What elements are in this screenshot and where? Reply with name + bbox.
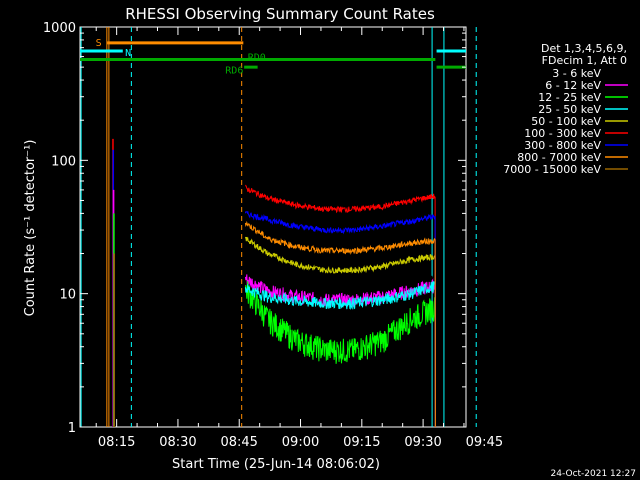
- series-line: [244, 211, 436, 428]
- legend-entry: 12 - 25 keV: [538, 91, 601, 104]
- x-tick-label: 09:00: [282, 435, 319, 450]
- x-tick-label: 08:45: [220, 435, 257, 450]
- flag-label: RD0: [248, 53, 266, 64]
- y-axis-label: Count Rate (s⁻¹ detector⁻¹): [23, 140, 38, 317]
- legend: Det 1,3,4,5,6,9,FDecim 1, Att 03 - 6 keV…: [503, 42, 628, 176]
- series-line: [244, 236, 436, 428]
- legend-entry: 800 - 7000 keV: [517, 151, 601, 164]
- footer-timestamp: 24-Oct-2021 12:27: [551, 469, 636, 479]
- y-tick-label: 10: [59, 288, 76, 303]
- legend-header: FDecim 1, Att 0: [542, 54, 627, 67]
- plot-area: S N RD0 RD6: [79, 26, 477, 428]
- x-axis: 08:15 08:30 08:45 09:00 09:15 09:30 09:45: [95, 27, 503, 450]
- flag-label: S: [96, 38, 102, 49]
- flag-label: RD6: [225, 66, 243, 77]
- x-axis-label: Start Time (25-Jun-14 08:06:02): [172, 457, 380, 472]
- legend-entry: 300 - 800 keV: [524, 139, 601, 152]
- legend-entry: 50 - 100 keV: [531, 115, 601, 128]
- plot-frame: [79, 26, 467, 428]
- x-tick-label: 09:15: [343, 435, 380, 450]
- x-tick-label: 09:30: [404, 435, 441, 450]
- series-line: [244, 184, 436, 428]
- legend-header: Det 1,3,4,5,6,9,: [541, 42, 627, 55]
- y-tick-label: 1000: [43, 21, 76, 36]
- series-line: [244, 281, 436, 428]
- series-line: [244, 220, 436, 428]
- legend-entry: 3 - 6 keV: [552, 67, 601, 80]
- legend-entry: 100 - 300 keV: [524, 127, 601, 140]
- legend-entry: 25 - 50 keV: [538, 103, 601, 116]
- y-tick-label: 100: [51, 154, 76, 169]
- x-tick-label: 08:30: [159, 435, 196, 450]
- x-tick-label: 09:45: [466, 435, 503, 450]
- legend-entry: 6 - 12 keV: [545, 79, 601, 92]
- y-axis: 1 10 100 1000: [43, 21, 466, 436]
- flag-label: N: [125, 48, 131, 59]
- y-tick-label: 1: [68, 421, 76, 436]
- legend-entry: 7000 - 15000 keV: [503, 163, 601, 176]
- x-tick-label: 08:15: [98, 435, 135, 450]
- series-line: [244, 280, 436, 428]
- chart-title: RHESSI Observing Summary Count Rates: [125, 5, 435, 23]
